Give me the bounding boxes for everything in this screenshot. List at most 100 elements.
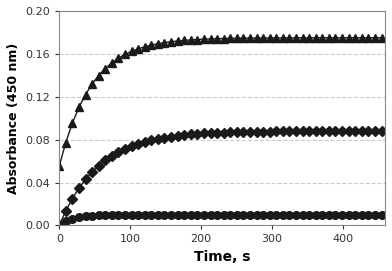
- 5%: [340, 36, 345, 39]
- Y-axis label: Absorbance (450 nm): Absorbance (450 nm): [7, 43, 20, 194]
- 0%: [261, 213, 265, 216]
- 0%: [201, 213, 206, 216]
- 2.5%: [281, 130, 285, 133]
- 2.5%: [307, 130, 312, 133]
- 0%: [195, 213, 200, 216]
- 5%: [175, 39, 180, 43]
- 5%: [83, 93, 88, 96]
- 2.5%: [274, 130, 279, 133]
- 2.5%: [261, 130, 265, 133]
- 0%: [241, 213, 246, 216]
- 0%: [109, 213, 114, 217]
- 0%: [320, 213, 325, 216]
- 2.5%: [346, 130, 351, 133]
- 2.5%: [169, 135, 173, 138]
- 0%: [208, 213, 213, 216]
- X-axis label: Time, s: Time, s: [194, 250, 250, 264]
- 5%: [142, 45, 147, 49]
- 0%: [156, 213, 160, 216]
- 5%: [366, 36, 371, 39]
- 5%: [57, 165, 62, 168]
- 2.5%: [142, 140, 147, 143]
- 0%: [142, 213, 147, 217]
- 5%: [300, 36, 305, 40]
- 0%: [372, 213, 377, 216]
- 5%: [208, 37, 213, 41]
- 5%: [248, 37, 252, 40]
- 5%: [320, 36, 325, 39]
- 0%: [274, 213, 279, 216]
- 2.5%: [333, 130, 338, 133]
- 5%: [241, 37, 246, 40]
- 2.5%: [175, 134, 180, 137]
- 5%: [359, 36, 364, 39]
- 5%: [267, 36, 272, 40]
- 5%: [261, 36, 265, 40]
- 5%: [254, 36, 259, 40]
- 0%: [189, 213, 193, 216]
- 0%: [83, 215, 88, 218]
- 2.5%: [366, 130, 371, 133]
- 5%: [156, 42, 160, 46]
- 5%: [90, 82, 94, 86]
- 0%: [307, 213, 312, 216]
- 2.5%: [320, 130, 325, 133]
- 0%: [294, 213, 298, 216]
- 2.5%: [353, 130, 358, 133]
- 5%: [346, 36, 351, 39]
- 5%: [136, 47, 141, 50]
- Line: 0%: 0%: [55, 211, 385, 229]
- 2.5%: [70, 197, 75, 200]
- 0%: [327, 213, 331, 216]
- 2.5%: [294, 130, 298, 133]
- 5%: [228, 37, 232, 40]
- 2.5%: [149, 138, 154, 142]
- 0%: [267, 213, 272, 216]
- 0%: [228, 213, 232, 216]
- 5%: [234, 37, 239, 40]
- 5%: [109, 61, 114, 64]
- 5%: [333, 36, 338, 39]
- 2.5%: [287, 130, 292, 133]
- 5%: [287, 36, 292, 40]
- 0%: [175, 213, 180, 216]
- 2.5%: [248, 130, 252, 133]
- 2.5%: [109, 154, 114, 157]
- 0%: [162, 213, 167, 216]
- 5%: [294, 36, 298, 40]
- 5%: [123, 53, 127, 56]
- 2.5%: [372, 130, 377, 133]
- 2.5%: [327, 130, 331, 133]
- 2.5%: [254, 130, 259, 133]
- 0%: [366, 213, 371, 216]
- 5%: [215, 37, 220, 40]
- 0%: [346, 213, 351, 216]
- 2.5%: [241, 130, 246, 134]
- 5%: [274, 36, 279, 40]
- 2.5%: [313, 130, 318, 133]
- 2.5%: [340, 130, 345, 133]
- 5%: [307, 36, 312, 40]
- 0%: [281, 213, 285, 216]
- 5%: [379, 36, 384, 39]
- 5%: [221, 37, 226, 40]
- 0%: [353, 213, 358, 216]
- 2.5%: [359, 130, 364, 133]
- 0%: [248, 213, 252, 216]
- 0%: [221, 213, 226, 216]
- 5%: [281, 36, 285, 40]
- 2.5%: [228, 131, 232, 134]
- 5%: [116, 57, 121, 60]
- 2.5%: [300, 130, 305, 133]
- 2.5%: [136, 142, 141, 146]
- Line: 5%: 5%: [55, 34, 385, 170]
- 2.5%: [90, 170, 94, 174]
- 0%: [182, 213, 187, 216]
- 0%: [340, 213, 345, 216]
- 2.5%: [156, 137, 160, 140]
- 2.5%: [267, 130, 272, 133]
- 2.5%: [195, 132, 200, 136]
- 2.5%: [189, 133, 193, 136]
- 0%: [90, 214, 94, 217]
- 2.5%: [162, 136, 167, 139]
